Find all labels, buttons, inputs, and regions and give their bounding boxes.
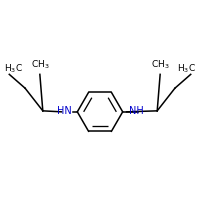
Text: H$_3$C: H$_3$C: [177, 63, 196, 75]
Text: H$_3$C: H$_3$C: [4, 63, 23, 75]
Text: CH$_3$: CH$_3$: [31, 59, 49, 71]
Text: CH$_3$: CH$_3$: [151, 59, 169, 71]
Text: HN: HN: [57, 106, 71, 116]
Text: NH: NH: [129, 106, 143, 116]
